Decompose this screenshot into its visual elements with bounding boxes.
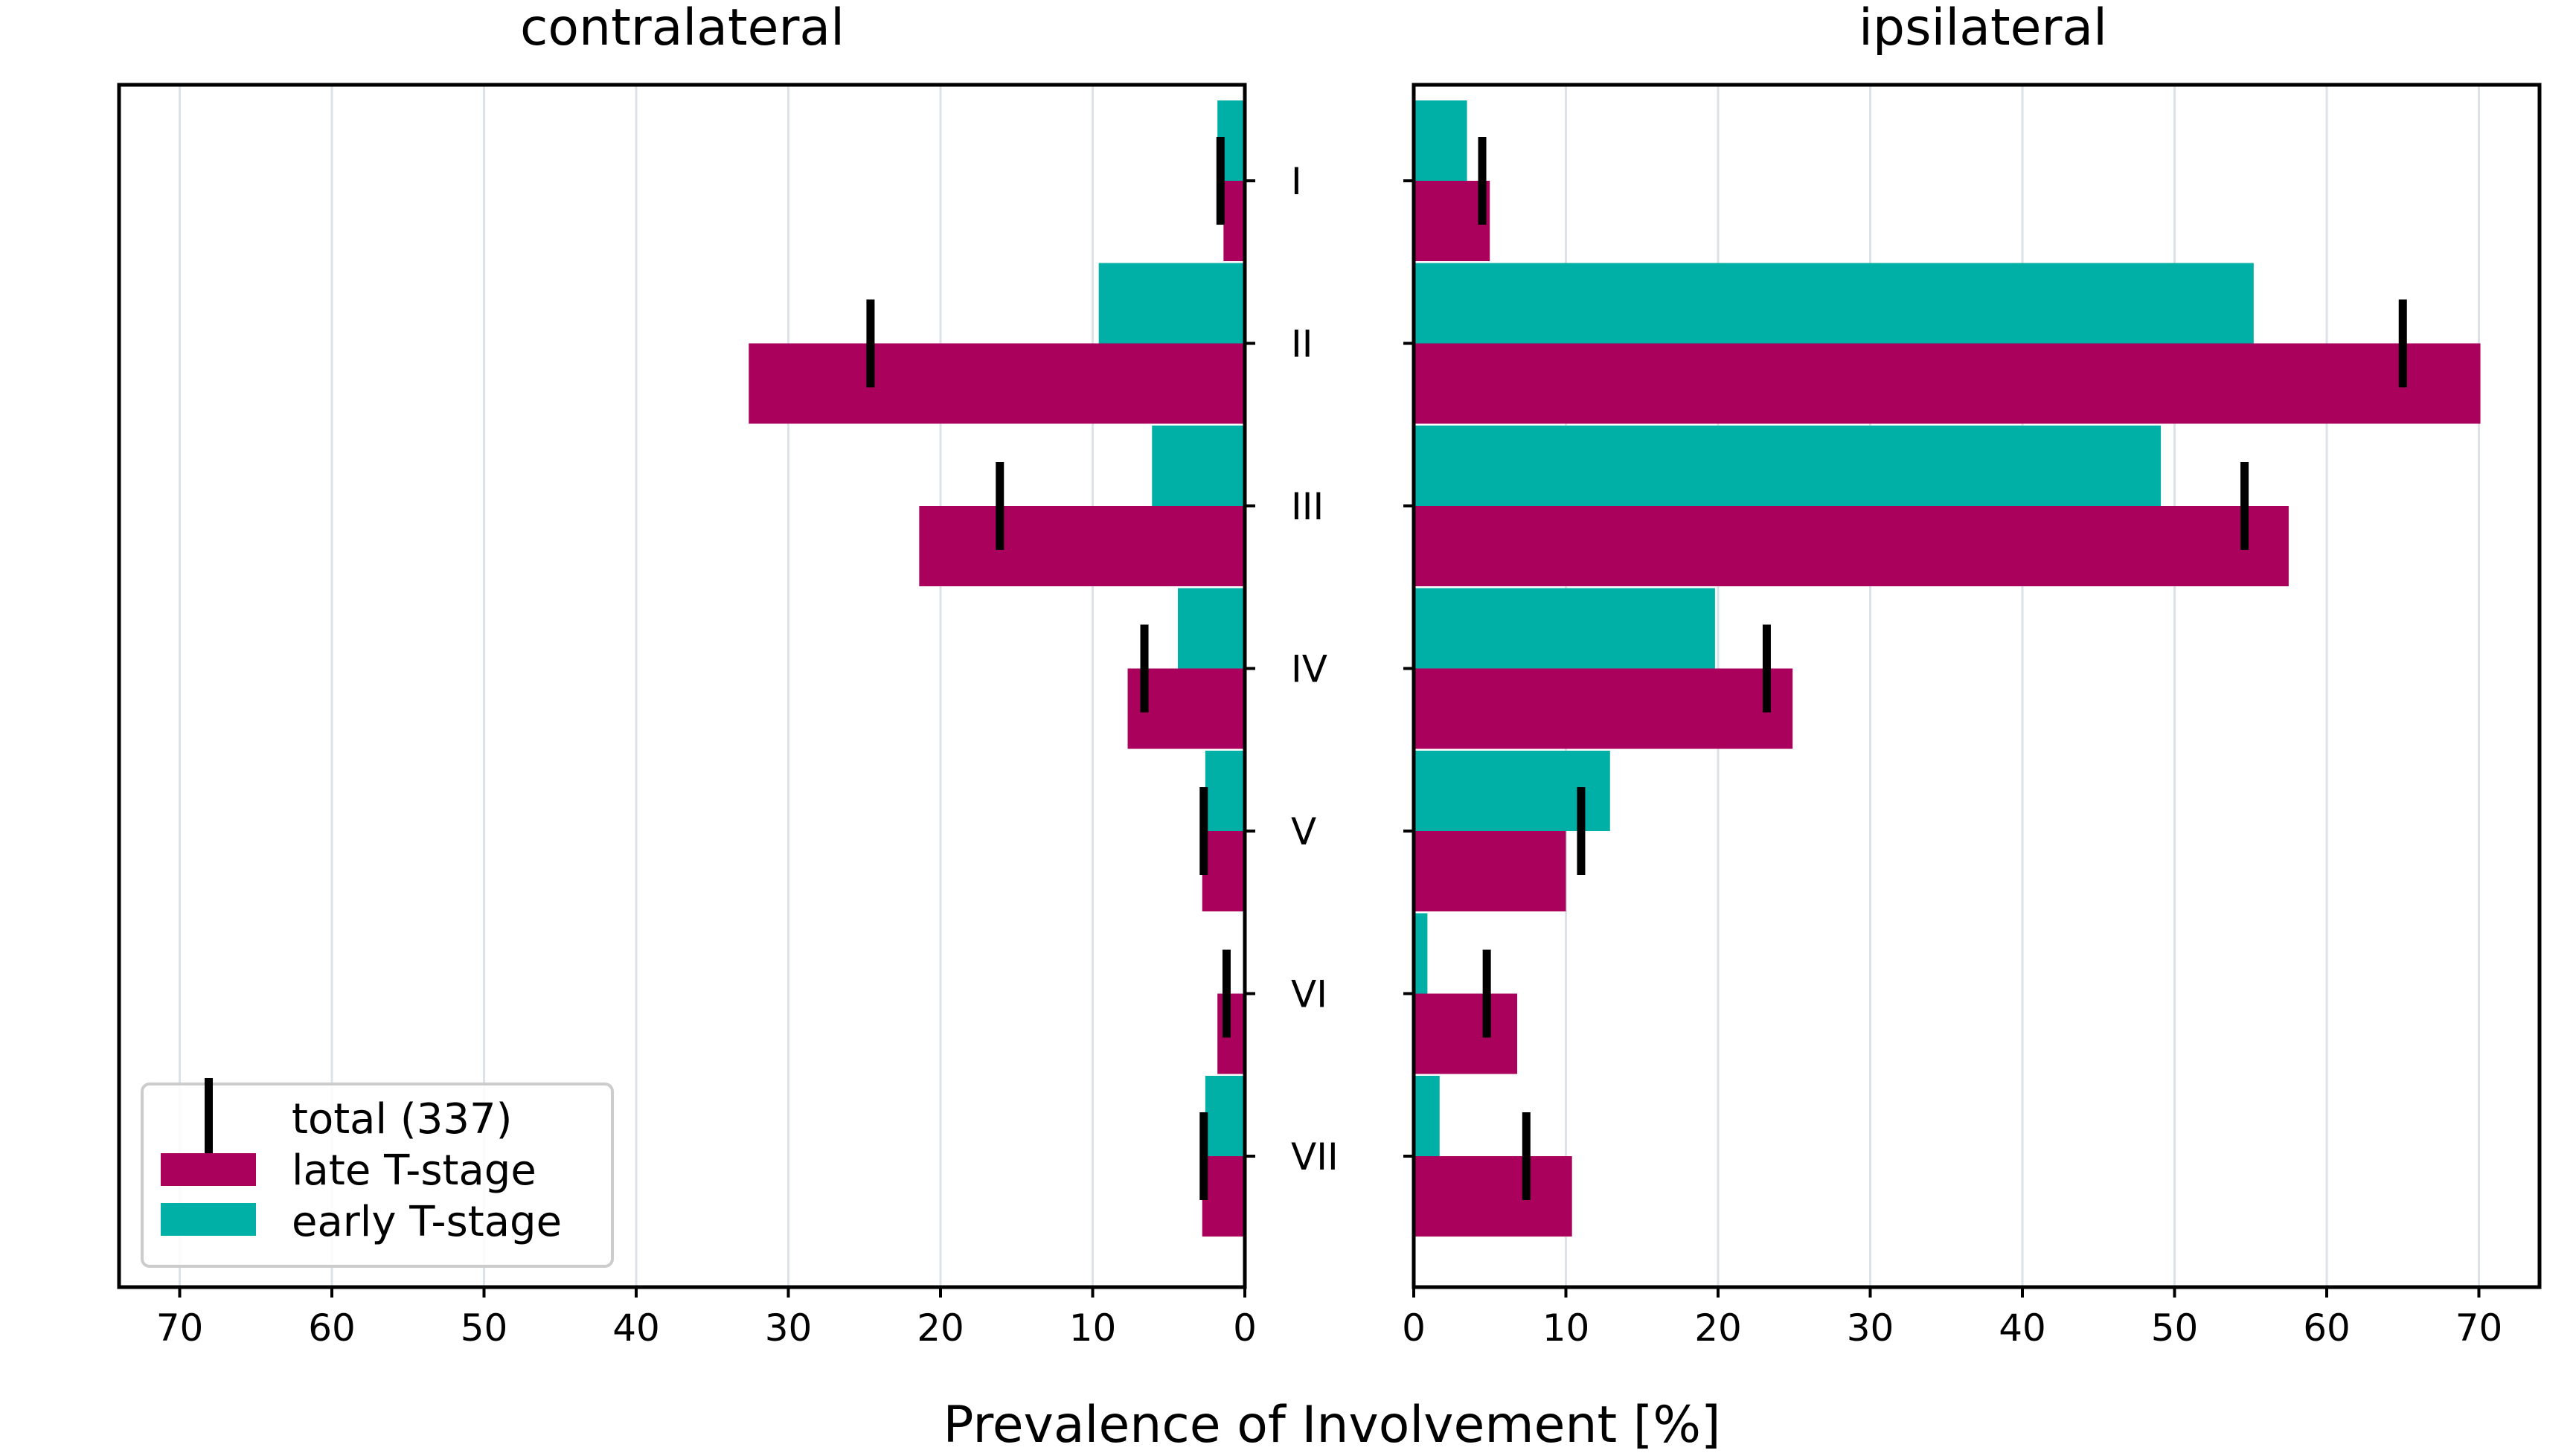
contra-late-bar-I (1223, 181, 1245, 261)
ipsi-late-bar-VII (1414, 1156, 1572, 1237)
contra-early-bar-II (1098, 263, 1245, 344)
contra-xtick-label-50: 50 (461, 1306, 508, 1350)
ipsi-xtick-label-0: 0 (1402, 1306, 1426, 1350)
ipsi-total-marker-IV (1762, 624, 1771, 713)
contra-xtick-label-60: 60 (308, 1306, 356, 1350)
contra-total-marker-VI (1222, 949, 1231, 1038)
contra-late-bar-II (749, 343, 1245, 424)
level-label-VI: VI (1291, 973, 1327, 1016)
ipsi-early-bar-VII (1414, 1076, 1440, 1156)
contra-early-bar-VII (1205, 1076, 1245, 1156)
ipsi-xtick-label-60: 60 (2303, 1306, 2351, 1350)
contra-total-marker-III (996, 462, 1004, 550)
ipsi-late-bar-V (1414, 831, 1566, 911)
bars-layer (749, 100, 2481, 1237)
ipsi-late-bar-IV (1414, 668, 1793, 749)
contra-total-marker-IV (1140, 624, 1149, 713)
ipsi-xtick-label-30: 30 (1847, 1306, 1894, 1350)
ipsi-early-bar-I (1414, 100, 1467, 181)
level-label-VII: VII (1291, 1135, 1339, 1178)
contra-early-bar-V (1205, 751, 1245, 831)
ipsi-late-bar-III (1414, 506, 2289, 586)
ipsi-total-marker-II (2398, 299, 2407, 388)
level-label-III: III (1291, 485, 1324, 528)
legend-late-label: late T-stage (292, 1146, 536, 1195)
level-label-I: I (1291, 160, 1302, 203)
ipsi-early-bar-II (1414, 263, 2254, 344)
legend-early-label: early T-stage (292, 1198, 562, 1246)
contra-xtick-label-30: 30 (765, 1306, 813, 1350)
contra-early-bar-IV (1178, 588, 1245, 669)
legend-late-swatch (161, 1153, 256, 1186)
contra-panel-frame (117, 83, 1247, 1289)
contra-total-marker-II (866, 299, 875, 388)
contralateral-panel-title: contralateral (520, 0, 845, 57)
contra-late-bar-V (1202, 831, 1245, 911)
level-label-IV: IV (1291, 648, 1327, 691)
contra-late-bar-VI (1217, 993, 1245, 1074)
ipsilateral-panel-title: ipsilateral (1859, 0, 2107, 57)
contra-xtick-label-0: 0 (1233, 1306, 1257, 1350)
contra-early-bar-III (1152, 426, 1245, 506)
legend-total-marker (205, 1078, 213, 1158)
ipsi-total-marker-VI (1482, 949, 1491, 1038)
legend-early-swatch (161, 1203, 256, 1236)
contra-late-bar-VII (1202, 1156, 1245, 1237)
ipsi-panel-frame (1412, 83, 2542, 1289)
legend-total-label: total (337) (292, 1095, 512, 1144)
x-axis-label: Prevalence of Involvement [%] (943, 1396, 1721, 1455)
ipsi-total-marker-VII (1522, 1112, 1531, 1200)
ipsi-xtick-label-70: 70 (2455, 1306, 2503, 1350)
ipsi-late-bar-I (1414, 181, 1490, 261)
contra-xtick-label-40: 40 (612, 1306, 660, 1350)
ipsi-total-marker-I (1478, 137, 1487, 225)
contra-total-marker-I (1216, 137, 1225, 225)
contra-xtick-label-20: 20 (917, 1306, 964, 1350)
legend-frame (141, 1083, 614, 1268)
level-label-V: V (1291, 810, 1316, 853)
contra-xtick-label-10: 10 (1069, 1306, 1117, 1350)
ipsi-early-bar-III (1414, 426, 2162, 506)
level-label-II: II (1291, 323, 1313, 366)
legend: total (337) late T-stage early T-stage (141, 1078, 614, 1268)
ipsi-total-marker-V (1577, 787, 1586, 875)
ipsi-xtick-label-40: 40 (1999, 1306, 2046, 1350)
ipsi-xtick-label-10: 10 (1542, 1306, 1590, 1350)
ipsi-early-bar-IV (1414, 588, 1715, 669)
ipsi-late-bar-II (1414, 343, 2481, 424)
ipsi-total-marker-III (2240, 462, 2249, 550)
ipsi-early-bar-VI (1414, 913, 1428, 994)
ipsi-late-bar-VI (1414, 993, 1518, 1074)
contra-xtick-label-70: 70 (156, 1306, 204, 1350)
contra-total-marker-V (1199, 787, 1208, 875)
contra-total-marker-VII (1199, 1112, 1208, 1200)
contra-late-bar-III (919, 506, 1245, 586)
ipsi-xtick-label-20: 20 (1694, 1306, 1742, 1350)
ipsi-xtick-label-50: 50 (2151, 1306, 2199, 1350)
